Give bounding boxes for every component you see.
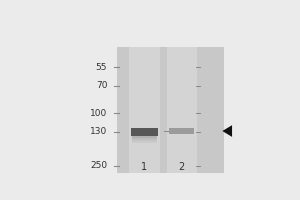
Text: 1: 1 (141, 162, 148, 172)
Bar (169, 128, 194, 134)
Text: 70: 70 (96, 81, 107, 90)
Polygon shape (222, 125, 232, 137)
Text: 100: 100 (90, 109, 107, 118)
Bar (117, 47, 224, 173)
Bar (167, 47, 197, 173)
Text: 2: 2 (178, 162, 185, 172)
Bar (129, 47, 160, 173)
Text: 130: 130 (90, 127, 107, 136)
Text: 55: 55 (96, 63, 107, 72)
Bar (132, 136, 157, 138)
Bar (132, 141, 157, 143)
Bar (132, 143, 157, 145)
Bar (132, 138, 157, 139)
Text: 250: 250 (90, 161, 107, 170)
Bar (131, 128, 158, 136)
Bar (132, 139, 157, 141)
